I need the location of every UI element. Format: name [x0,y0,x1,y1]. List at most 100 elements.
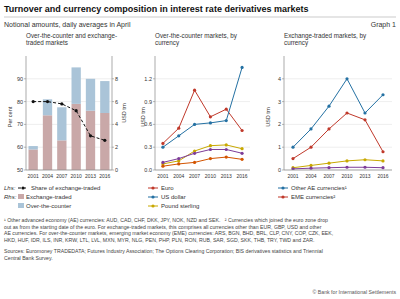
point [381,159,384,162]
point [291,167,294,170]
legend-swatch [281,186,284,189]
separator [4,17,396,18]
tick-label: 2004 [305,173,316,179]
tick-label: 0.9 [144,99,152,105]
bar [100,113,109,170]
panel-title: Exchange-traded markets, bycurrency [284,32,367,47]
legend-prefix: Rhs: [4,194,17,200]
point [177,127,180,130]
point [161,142,164,145]
axis-label: Per cent [7,106,13,127]
legend-label: US dollar [161,194,186,200]
point [209,148,212,151]
grid-line [26,147,112,148]
text-line: HKD, HUF, IDR, ILS, INR, KRW, LTL, LVL, … [4,237,314,243]
line [163,90,242,143]
point [327,166,330,169]
legend-label: Other AE currencies¹ [291,185,347,191]
tick-label: 50 [17,167,23,173]
legend-label: Euro [161,185,174,191]
point [291,146,294,149]
sources: Sources: Euromoney TRADEDATA; Futures In… [4,248,323,261]
marks [291,77,384,170]
axis-line [284,56,285,170]
bar [29,149,38,170]
axis-line [26,170,112,171]
point [363,111,366,114]
tick-label: 70 [17,121,23,127]
point [46,100,49,103]
tick-label: 2001 [287,173,298,179]
tick-label: 80 [17,99,23,105]
grid-line [284,78,392,79]
legend-swatch [281,195,284,198]
title: Turnover and currency composition in int… [4,4,308,14]
axis-line [112,56,113,170]
point [240,147,243,150]
line [163,67,242,147]
point [240,129,243,132]
line [293,79,383,147]
tick-label: 2004 [42,173,53,179]
point [363,166,366,169]
legend-swatch [18,194,24,199]
line [163,145,242,164]
grid-line [284,170,392,171]
legend-label: EME currencies² [291,194,335,200]
point [89,134,92,137]
grid-line [155,170,250,171]
point [327,162,330,165]
panel: Exchange-traded markets, bycurrency01234… [265,32,392,200]
point [345,159,348,162]
copyright: © Bank for International Settlements [313,289,397,295]
point [209,121,212,124]
tick-label: 2001 [157,173,168,179]
bar [100,81,109,113]
point [309,164,312,167]
tick-label: 0.0 [144,167,152,173]
legend-label: Over-the-counter [26,203,71,209]
point [193,89,196,92]
point [309,127,312,130]
line [293,113,383,159]
point [161,165,164,168]
legend-prefix: Lhs: [4,185,16,191]
point [363,118,366,121]
legend-swatch [151,186,154,189]
text-line: AE currencies. For over-the-counter mark… [4,230,333,236]
point [363,158,366,161]
tick-label: 2016 [377,173,388,179]
tick-label: 2007 [323,173,334,179]
point [327,127,330,130]
bar [57,140,66,170]
line [293,167,383,169]
panel: Over-the-counter markets, bycurrency 0.0 0… [140,32,250,209]
point [225,148,228,151]
bar [72,104,81,170]
tick-label: 2013 [85,173,96,179]
point [193,123,196,126]
marks [29,67,110,170]
point [225,119,228,122]
grid-line [26,124,112,125]
bar [86,111,95,170]
text-line: out as from the starting date of the eur… [4,224,322,230]
tick-label: 2007 [56,173,67,179]
tick-label: 2013 [359,173,370,179]
tick-label: 2013 [221,173,232,179]
point [327,105,330,108]
axis-line [26,56,27,170]
panel-title: Over-the-counter markets, bycurrency [155,32,238,47]
axis-label: USD trn [121,103,127,123]
axis-line [155,170,250,171]
axis-line [284,170,392,171]
point [225,108,228,111]
point [240,152,243,155]
point [240,158,243,161]
panel: Over-the-counter and exchange-traded mar… [4,32,127,209]
marks [161,66,243,168]
text-line: Central Bank Survey. [4,255,53,261]
tick-label: 2004 [173,173,184,179]
point [309,167,312,170]
tick-label: 0 [278,167,281,173]
